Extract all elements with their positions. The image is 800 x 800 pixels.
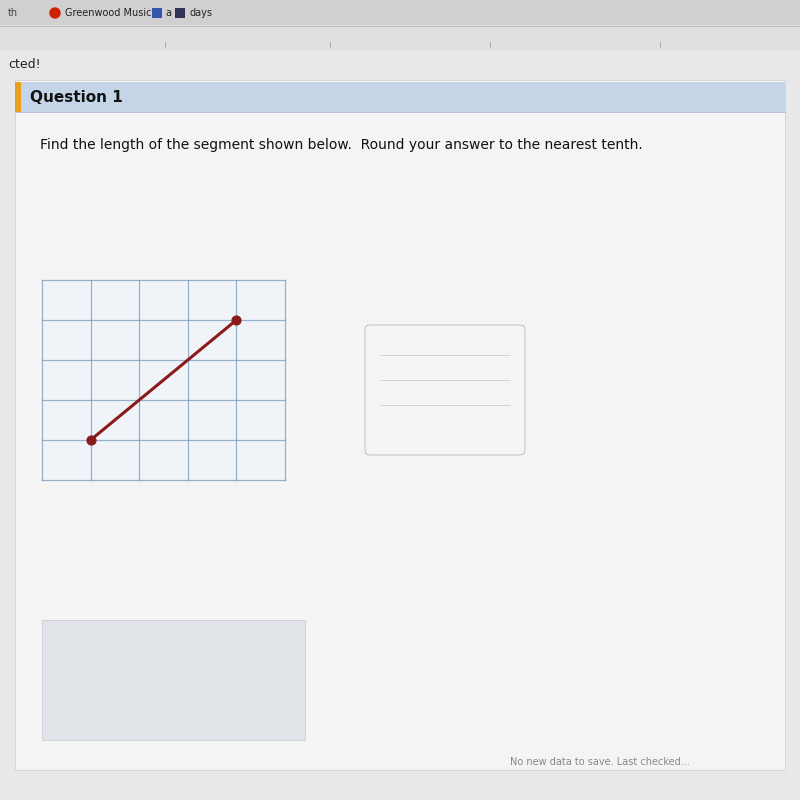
Text: Question 1: Question 1	[30, 90, 122, 105]
Circle shape	[50, 8, 60, 18]
Bar	[152, 8, 162, 18]
Text: No new data to save. Last checked...: No new data to save. Last checked...	[510, 757, 690, 767]
Bar	[0, 0, 800, 25]
Text: th: th	[8, 8, 18, 18]
Bar	[15, 82, 21, 112]
Bar	[15, 82, 785, 112]
Text: a: a	[165, 8, 171, 18]
Bar	[42, 620, 305, 740]
Text: Find the length of the segment shown below.  Round your answer to the nearest te: Find the length of the segment shown bel…	[40, 138, 642, 152]
Point	[84, 434, 97, 446]
Text: days: days	[190, 8, 213, 18]
Point	[230, 314, 243, 326]
Bar	[15, 80, 785, 770]
Bar	[0, 25, 800, 50]
Text: cted!: cted!	[8, 58, 41, 71]
Bar	[42, 280, 285, 480]
Bar	[175, 8, 185, 18]
Text: Greenwood Music: Greenwood Music	[65, 8, 151, 18]
